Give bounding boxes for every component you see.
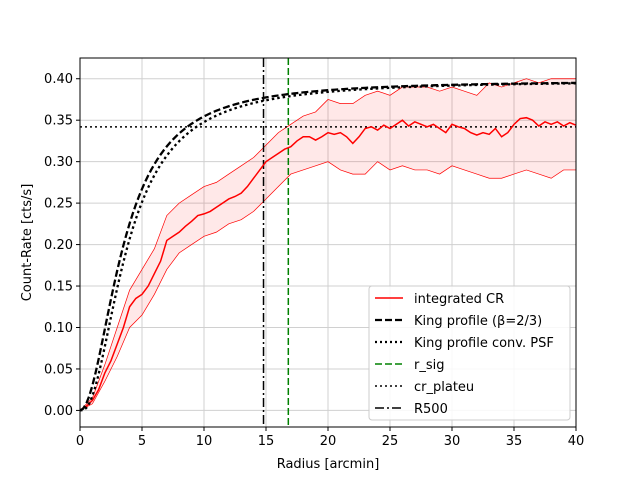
y-tick-label: 0.40 (44, 72, 73, 87)
reference-lines (80, 58, 576, 427)
y-tick-label: 0.30 (44, 155, 73, 170)
y-tick-label: 0.25 (44, 197, 73, 212)
x-tick-label: 25 (382, 434, 399, 449)
y-tick-label: 0.10 (44, 321, 73, 336)
y-axis-label: Count-Rate [cts/s] (20, 184, 35, 302)
legend-label: r_sig (414, 358, 444, 373)
series-line (79, 116, 577, 412)
legend-box (368, 285, 571, 421)
series (79, 81, 577, 412)
y-axis: 0.00 0.05 0.10 0.15 0.20 0.25 0.30 0.35 0.40 (44, 72, 80, 419)
legend-label: integrated CR (414, 292, 504, 307)
x-axis-label: Radius [arcmin] (277, 457, 380, 472)
x-tick-label: 5 (138, 434, 146, 449)
band-lower-line (79, 161, 576, 411)
y-tick-label: 0.35 (44, 114, 73, 129)
y-tick-label: 0.20 (44, 238, 73, 253)
x-tick-label: 40 (568, 434, 585, 449)
y-tick-label: 0.00 (44, 404, 73, 419)
x-axis: 0 5 10 15 20 25 30 35 40 (76, 427, 584, 449)
x-tick-label: 10 (196, 434, 213, 449)
band-fill (80, 78, 576, 411)
x-tick-label: 15 (258, 434, 275, 449)
series-line (79, 82, 577, 412)
y-tick-label: 0.15 (44, 280, 73, 295)
x-tick-label: 20 (320, 434, 337, 449)
x-tick-label: 30 (444, 434, 461, 449)
legend: integrated CR King profile (β=2/3) King pr… (368, 285, 571, 421)
x-tick-label: 0 (76, 434, 84, 449)
y-tick-label: 0.05 (44, 362, 73, 377)
legend-label: R500 (414, 402, 448, 417)
legend-label: cr_plateu (414, 380, 474, 395)
legend-label: King profile conv. PSF (414, 336, 554, 351)
x-tick-label: 35 (506, 434, 523, 449)
legend-label: King profile (β=2/3) (414, 314, 542, 329)
